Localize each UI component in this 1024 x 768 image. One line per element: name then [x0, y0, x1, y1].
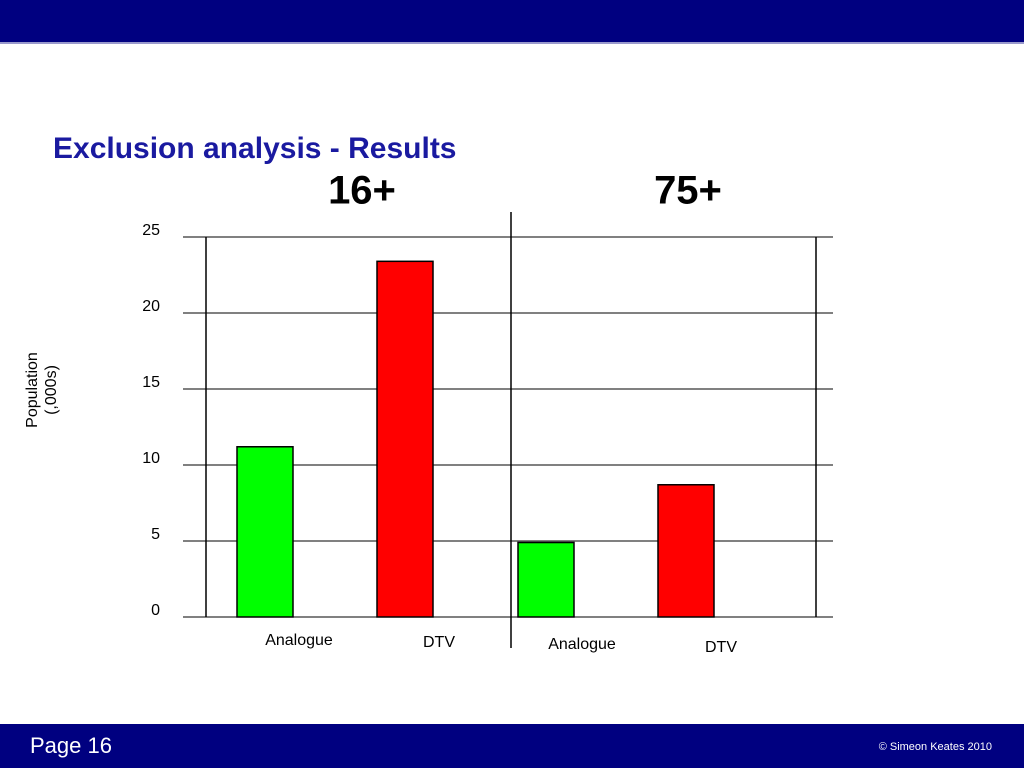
y-tick-label: 20	[142, 298, 160, 315]
header-band	[0, 0, 1024, 42]
y-tick-label: 10	[142, 450, 160, 467]
y-tick-label: 5	[151, 526, 160, 543]
bar	[657, 484, 715, 618]
copyright: © Simeon Keates 2010	[879, 741, 992, 753]
x-tick-label: DTV	[705, 639, 737, 656]
x-tick-label: Analogue	[548, 636, 616, 653]
x-tick-label: Analogue	[265, 632, 333, 649]
group-label: 75+	[654, 169, 722, 213]
y-tick-label: 15	[142, 374, 160, 391]
x-tick-label: DTV	[423, 634, 455, 651]
y-tick-label: 0	[151, 602, 160, 619]
page-number: Page 16	[30, 733, 112, 758]
bar	[236, 446, 294, 618]
bar	[376, 260, 434, 618]
header-rule	[0, 42, 1024, 44]
slide-title: Exclusion analysis - Results	[53, 132, 457, 165]
bar	[517, 541, 575, 618]
y-axis-title-line: (,000s)	[43, 365, 60, 415]
footer-band	[0, 724, 1024, 768]
group-label: 16+	[328, 169, 396, 213]
y-axis-title-line: Population	[24, 352, 41, 428]
y-tick-label: 25	[142, 222, 160, 239]
y-axis-title: Population (,000s)	[24, 352, 60, 428]
